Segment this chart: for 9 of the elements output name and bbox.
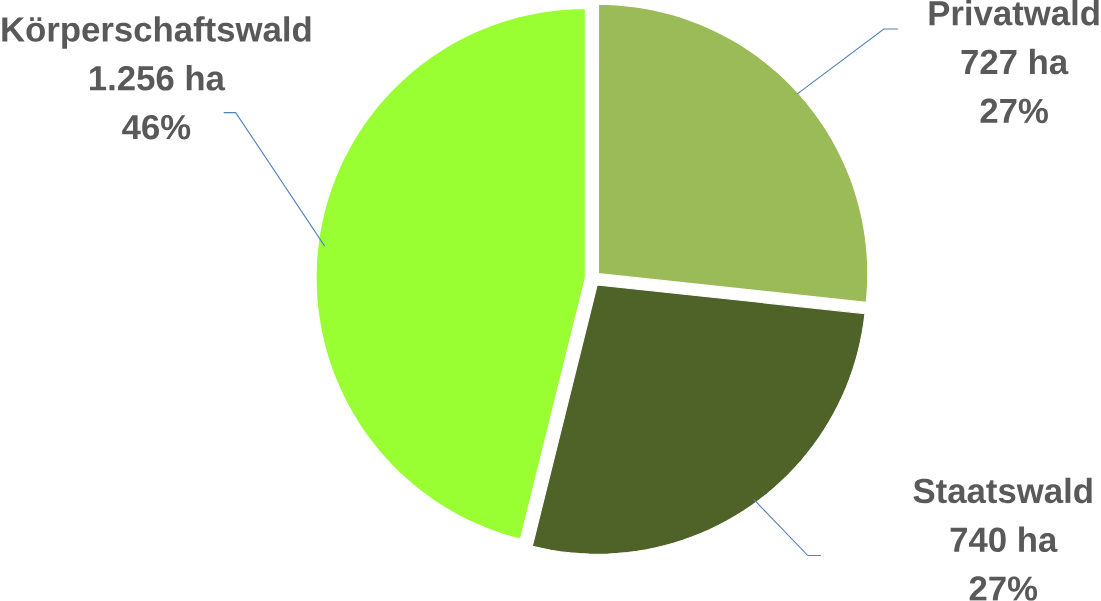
data-label: 1.256 ha <box>90 65 226 91</box>
data-label: 740 ha <box>950 526 1058 553</box>
text: 46% <box>122 114 191 140</box>
text: 27% <box>969 576 1038 601</box>
slice-label: Körperschaftswald <box>2 16 311 49</box>
text: 27% <box>980 98 1048 124</box>
slice-label: Privatwald <box>929 0 1099 26</box>
data-label: 727 ha <box>961 48 1069 75</box>
slice-label: Staatswald <box>913 477 1092 504</box>
